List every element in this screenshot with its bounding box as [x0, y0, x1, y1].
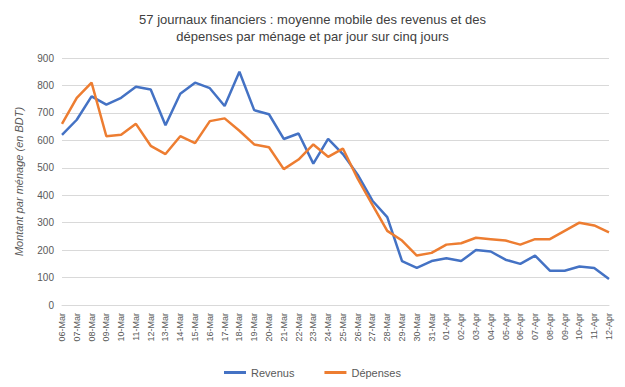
svg-text:30-Mar: 30-Mar [412, 313, 422, 342]
svg-text:12-Apr: 12-Apr [604, 313, 614, 340]
svg-text:15-Mar: 15-Mar [190, 313, 200, 342]
svg-text:200: 200 [37, 245, 54, 256]
svg-text:31-Mar: 31-Mar [427, 313, 437, 342]
svg-text:05-Apr: 05-Apr [501, 313, 511, 340]
svg-text:17-Mar: 17-Mar [220, 313, 230, 342]
svg-text:800: 800 [37, 80, 54, 91]
svg-text:06-Apr: 06-Apr [515, 313, 525, 340]
svg-text:Revenus: Revenus [251, 367, 295, 379]
svg-text:22-Mar: 22-Mar [294, 313, 304, 342]
svg-text:400: 400 [37, 190, 54, 201]
svg-text:29-Mar: 29-Mar [397, 313, 407, 342]
svg-text:25-Mar: 25-Mar [338, 313, 348, 342]
svg-text:11-Mar: 11-Mar [131, 313, 141, 341]
svg-text:04-Apr: 04-Apr [486, 313, 496, 340]
svg-text:26-Mar: 26-Mar [353, 313, 363, 342]
svg-text:500: 500 [37, 162, 54, 173]
svg-text:12-Mar: 12-Mar [146, 313, 156, 342]
svg-text:08-Mar: 08-Mar [87, 313, 97, 342]
svg-text:27-Mar: 27-Mar [367, 313, 377, 342]
svg-text:16-Mar: 16-Mar [205, 313, 215, 342]
svg-text:dépenses par ménage et par jou: dépenses par ménage et par jour sur cinq… [176, 29, 449, 44]
svg-text:09-Apr: 09-Apr [560, 313, 570, 340]
svg-text:900: 900 [37, 53, 54, 64]
svg-text:28-Mar: 28-Mar [382, 313, 392, 342]
svg-text:13-Mar: 13-Mar [160, 313, 170, 342]
svg-text:03-Apr: 03-Apr [471, 313, 481, 340]
svg-text:Dépenses: Dépenses [351, 367, 401, 379]
svg-text:11-Apr: 11-Apr [589, 313, 599, 339]
svg-text:57 journaux financiers : moyen: 57 journaux financiers : moyenne mobile … [139, 12, 486, 27]
svg-text:300: 300 [37, 217, 54, 228]
svg-text:18-Mar: 18-Mar [234, 313, 244, 342]
svg-text:07-Mar: 07-Mar [72, 313, 82, 342]
svg-text:24-Mar: 24-Mar [323, 313, 333, 342]
svg-text:06-Mar: 06-Mar [57, 313, 67, 342]
svg-text:700: 700 [37, 107, 54, 118]
svg-text:14-Mar: 14-Mar [175, 313, 185, 342]
svg-text:100: 100 [37, 272, 54, 283]
svg-text:07-Apr: 07-Apr [530, 313, 540, 340]
svg-text:21-Mar: 21-Mar [279, 313, 289, 342]
svg-text:02-Apr: 02-Apr [456, 313, 466, 340]
svg-text:10-Apr: 10-Apr [574, 313, 584, 340]
svg-text:Montant par ménage (en BDT): Montant par ménage (en BDT) [13, 107, 25, 257]
svg-text:0: 0 [48, 300, 54, 311]
svg-text:20-Mar: 20-Mar [264, 313, 274, 342]
svg-text:10-Mar: 10-Mar [116, 313, 126, 342]
svg-text:01-Apr: 01-Apr [441, 313, 451, 340]
svg-text:19-Mar: 19-Mar [249, 313, 259, 342]
svg-text:23-Mar: 23-Mar [308, 313, 318, 342]
svg-text:600: 600 [37, 135, 54, 146]
svg-text:09-Mar: 09-Mar [101, 313, 111, 342]
svg-text:08-Apr: 08-Apr [545, 313, 555, 340]
